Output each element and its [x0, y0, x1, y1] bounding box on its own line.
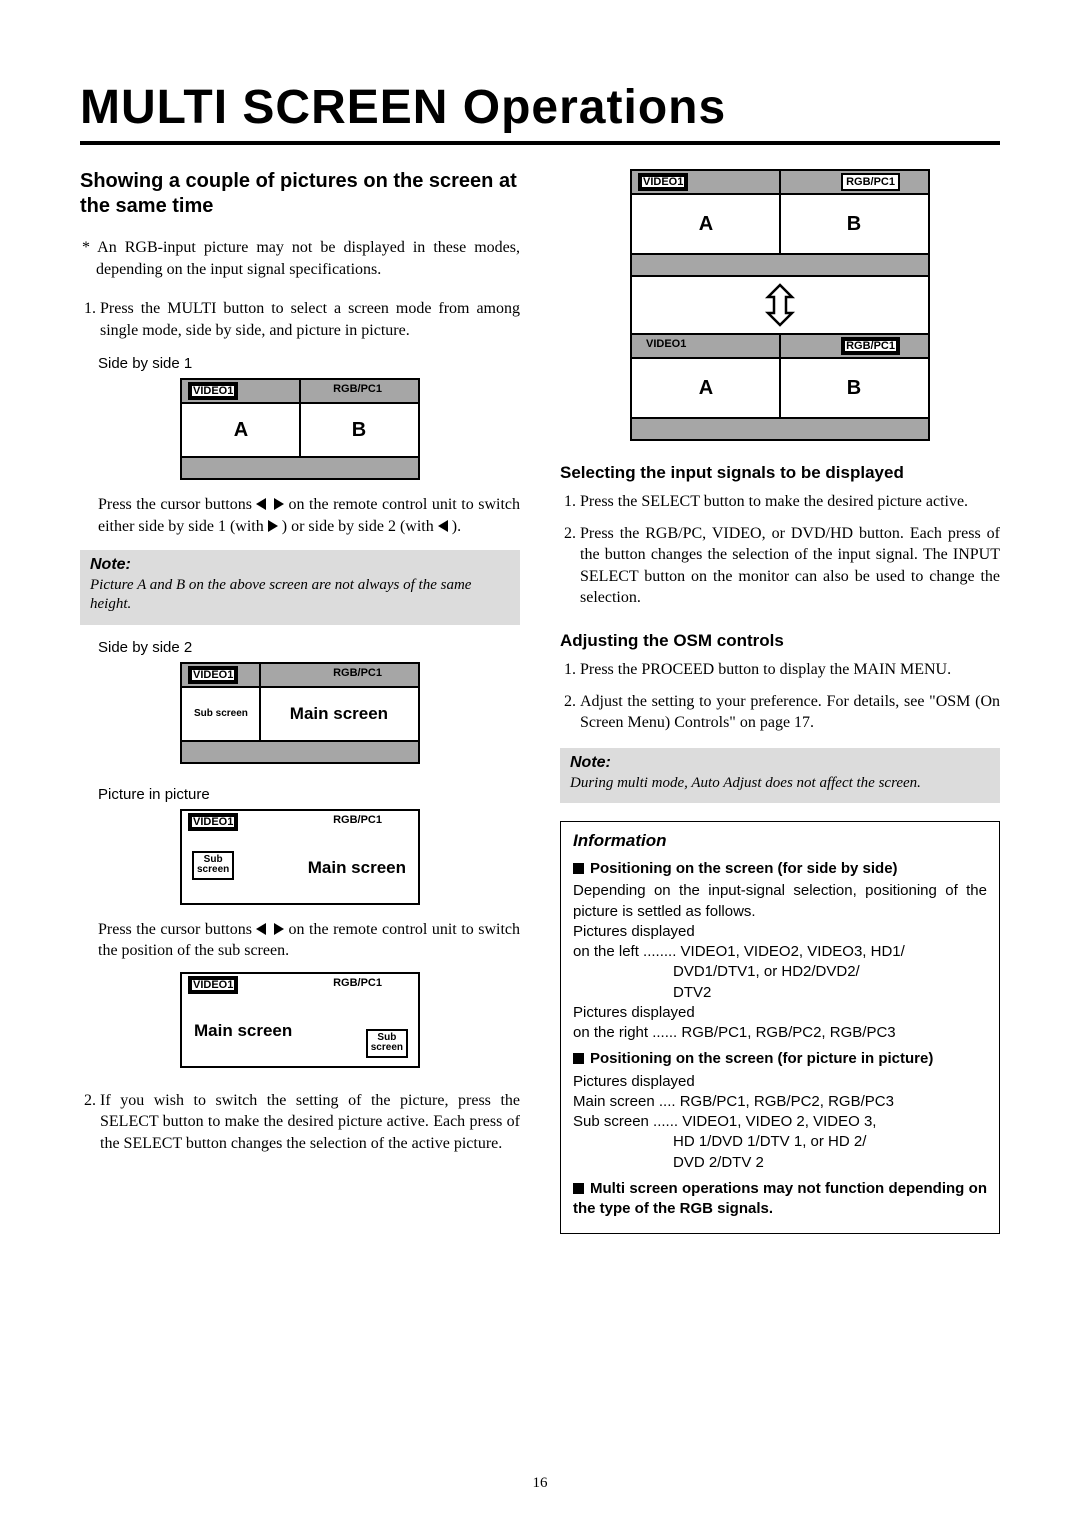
step-2: If you wish to switch the setting of the… — [100, 1090, 520, 1155]
pip2-main: Main screen — [194, 1021, 292, 1041]
info-pip-l3: Sub screen ...... VIDEO1, VIDEO 2, VIDEO… — [573, 1112, 987, 1132]
right-arrow-icon — [268, 520, 278, 532]
label-rgbpc1: RGB/PC1 — [333, 814, 382, 826]
osm-step-1: Press the PROCEED button to display the … — [580, 659, 1000, 681]
sbs1-a: A — [182, 404, 300, 456]
stack-bot-b: B — [780, 359, 928, 417]
caption-pip: Picture in picture — [98, 786, 520, 803]
information-box: Information Positioning on the screen (f… — [560, 821, 1000, 1234]
label-video1: VIDEO1 — [188, 666, 238, 684]
info-left-l1: Pictures displayed — [573, 922, 987, 942]
diagram-sbs1: VIDEO1 RGB/PC1 A B — [180, 378, 420, 480]
label-rgbpc1: RGB/PC1 — [841, 337, 900, 355]
note-title: Note: — [90, 556, 510, 574]
stack-top-a: A — [632, 195, 780, 253]
cursor-instruction-1: Press the cursor buttons on the remote c… — [80, 494, 520, 537]
note-box-1: Note: Picture A and B on the above scree… — [80, 550, 520, 625]
label-video1: VIDEO1 — [646, 338, 686, 350]
left-column: Showing a couple of pictures on the scre… — [80, 169, 520, 1234]
osm-step-2: Adjust the setting to your preference. F… — [580, 691, 1000, 734]
sel-step-1: Press the SELECT button to make the desi… — [580, 491, 1000, 513]
pip1-sub: Subscreen — [192, 851, 234, 880]
step-1: Press the MULTI button to select a scree… — [100, 298, 520, 341]
diagram-stack: VIDEO1 RGB/PC1 A B — [630, 169, 930, 441]
label-rgbpc1: RGB/PC1 — [333, 383, 382, 395]
square-bullet-icon — [573, 1183, 584, 1194]
square-bullet-icon — [573, 1053, 584, 1064]
sbs2-sub: Sub screen — [194, 708, 248, 719]
subheading-selecting: Selecting the input signals to be displa… — [560, 463, 1000, 483]
right-arrow-icon — [274, 923, 284, 935]
info-title: Information — [573, 830, 987, 853]
note-title: Note: — [570, 754, 990, 772]
caption-sbs1: Side by side 1 — [98, 355, 520, 372]
left-arrow-icon — [256, 923, 266, 935]
sbs1-b: B — [300, 404, 418, 456]
label-video1: VIDEO1 — [638, 173, 688, 191]
up-down-arrow-icon — [759, 283, 801, 327]
info-sub-1: Positioning on the screen (for side by s… — [573, 859, 987, 879]
label-video1: VIDEO1 — [188, 813, 238, 831]
pip1-main: Main screen — [308, 858, 406, 878]
stack-bot-a: A — [632, 359, 780, 417]
diagram-sbs2: VIDEO1 RGB/PC1 Sub screen Main screen — [180, 662, 420, 764]
sbs2-main: Main screen — [290, 704, 388, 724]
cursor-instruction-2: Press the cursor buttons on the remote c… — [80, 919, 520, 962]
diagram-pip1: VIDEO1 RGB/PC1 Subscreen Main screen — [180, 809, 420, 905]
label-rgbpc1: RGB/PC1 — [333, 977, 382, 989]
left-arrow-icon — [256, 498, 266, 510]
label-video1: VIDEO1 — [188, 382, 238, 400]
page-number: 16 — [533, 1475, 548, 1492]
section-heading-showing: Showing a couple of pictures on the scre… — [80, 169, 520, 219]
right-arrow-icon — [274, 498, 284, 510]
right-column: VIDEO1 RGB/PC1 A B — [560, 169, 1000, 1234]
label-rgbpc1: RGB/PC1 — [841, 173, 900, 191]
sel-step-2: Press the RGB/PC, VIDEO, or DVD/HD butto… — [580, 523, 1000, 609]
asterisk-note: * An RGB-input picture may not be displa… — [80, 237, 520, 280]
label-video1: VIDEO1 — [188, 976, 238, 994]
info-p1: Depending on the input-signal selection,… — [573, 881, 987, 922]
label-rgbpc1: RGB/PC1 — [333, 667, 382, 679]
square-bullet-icon — [573, 863, 584, 874]
info-right-l2: on the right ...... RGB/PC1, RGB/PC2, RG… — [573, 1023, 987, 1043]
subheading-osm: Adjusting the OSM controls — [560, 631, 1000, 651]
caption-sbs2: Side by side 2 — [98, 639, 520, 656]
info-pip-l5: DVD 2/DTV 2 — [573, 1153, 987, 1173]
info-pip-l2: Main screen .... RGB/PC1, RGB/PC2, RGB/P… — [573, 1092, 987, 1112]
info-right-l1: Pictures displayed — [573, 1003, 987, 1023]
note-body: During multi mode, Auto Adjust does not … — [570, 774, 990, 794]
info-pip-l1: Pictures displayed — [573, 1072, 987, 1092]
diagram-pip2: VIDEO1 RGB/PC1 Main screen Subscreen — [180, 972, 420, 1068]
left-arrow-icon — [438, 520, 448, 532]
page-title: MULTI SCREEN Operations — [80, 80, 1000, 145]
info-left-l3: DVD1/DTV1, or HD2/DVD2/ — [573, 962, 987, 982]
pip2-sub: Subscreen — [366, 1029, 408, 1058]
info-left-l2: on the left ........ VIDEO1, VIDEO2, VID… — [573, 942, 987, 962]
note-body: Picture A and B on the above screen are … — [90, 576, 510, 615]
note-box-2: Note: During multi mode, Auto Adjust doe… — [560, 748, 1000, 804]
info-left-l4: DTV2 — [573, 983, 987, 1003]
info-sub-3: Multi screen operations may not function… — [573, 1179, 987, 1220]
info-sub-2: Positioning on the screen (for picture i… — [573, 1049, 987, 1069]
info-pip-l4: HD 1/DVD 1/DTV 1, or HD 2/ — [573, 1132, 987, 1152]
stack-top-b: B — [780, 195, 928, 253]
